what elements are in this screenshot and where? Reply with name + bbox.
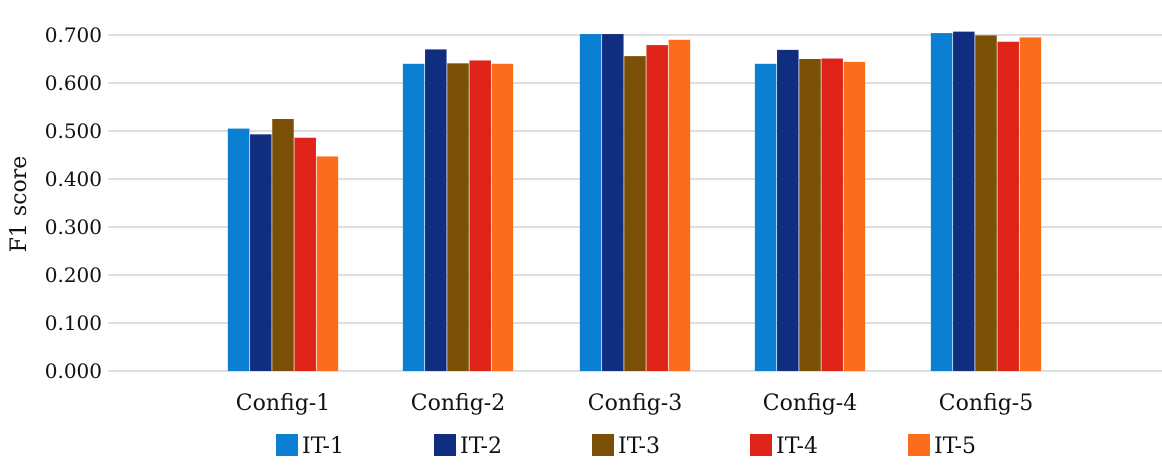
bar-it-5-config-1: [316, 156, 339, 371]
legend-swatch-it-5: [908, 434, 930, 456]
legend-swatch-it-3: [592, 434, 614, 456]
legend-label: IT-1: [302, 434, 344, 459]
bars: [227, 31, 1042, 372]
bar-it-3-config-3: [624, 56, 646, 372]
y-tick-labels: 0.000 0.100 0.200 0.300 0.400 0.500 0.600 0.700: [45, 23, 102, 383]
bar-it-2-config-1: [250, 134, 272, 371]
bar-it-4-config-5: [997, 41, 1019, 371]
legend: IT-1 IT-2 IT-3 IT-4 IT-5: [276, 434, 976, 459]
bar-it-4-config-3: [646, 45, 668, 372]
y-tick-label: 0.700: [45, 23, 102, 47]
bar-it-3-config-2: [447, 63, 469, 371]
legend-label: IT-4: [776, 434, 818, 459]
x-tick-label: Config-1: [236, 391, 330, 416]
bar-it-5-config-3: [668, 39, 691, 372]
y-axis-label: F1 score: [7, 156, 32, 253]
x-tick-label: Config-5: [939, 391, 1033, 416]
bar-it-1-config-2: [402, 63, 425, 372]
y-tick-label: 0.200: [45, 263, 102, 287]
legend-swatch-it-4: [750, 434, 772, 456]
y-tick-label: 0.400: [45, 167, 102, 191]
bar-it-1-config-3: [579, 34, 602, 371]
x-tick-labels: Config-1 Config-2 Config-3 Config-4 Config-5: [236, 391, 1033, 416]
bar-it-1-config-5: [930, 33, 953, 372]
legend-swatch-it-1: [276, 434, 298, 456]
bar-it-2-config-2: [425, 49, 447, 372]
legend-swatch-it-2: [434, 434, 456, 456]
x-tick-label: Config-2: [411, 391, 505, 416]
bar-it-4-config-1: [294, 137, 316, 371]
y-tick-label: 0.000: [45, 359, 102, 383]
legend-label: IT-5: [934, 434, 976, 459]
bar-it-1-config-1: [227, 128, 250, 371]
bar-it-5-config-5: [1019, 37, 1042, 372]
bar-it-2-config-5: [953, 31, 975, 371]
bar-it-3-config-4: [799, 59, 821, 371]
bar-it-2-config-4: [777, 49, 799, 371]
bar-it-4-config-4: [821, 58, 843, 372]
legend-label: IT-3: [618, 434, 660, 459]
x-tick-label: Config-4: [763, 391, 857, 416]
bar-it-5-config-2: [491, 63, 514, 372]
y-tick-label: 0.100: [45, 311, 102, 335]
bar-it-5-config-4: [843, 61, 866, 371]
bar-it-4-config-2: [469, 60, 491, 371]
y-tick-label: 0.300: [45, 215, 102, 239]
bar-it-3-config-5: [975, 35, 997, 371]
y-tick-label: 0.500: [45, 119, 102, 143]
bar-it-3-config-1: [272, 119, 294, 371]
y-tick-label: 0.600: [45, 71, 102, 95]
bar-it-2-config-3: [602, 34, 624, 371]
bar-it-1-config-4: [754, 63, 777, 372]
x-tick-label: Config-3: [588, 391, 682, 416]
legend-label: IT-2: [460, 434, 502, 459]
